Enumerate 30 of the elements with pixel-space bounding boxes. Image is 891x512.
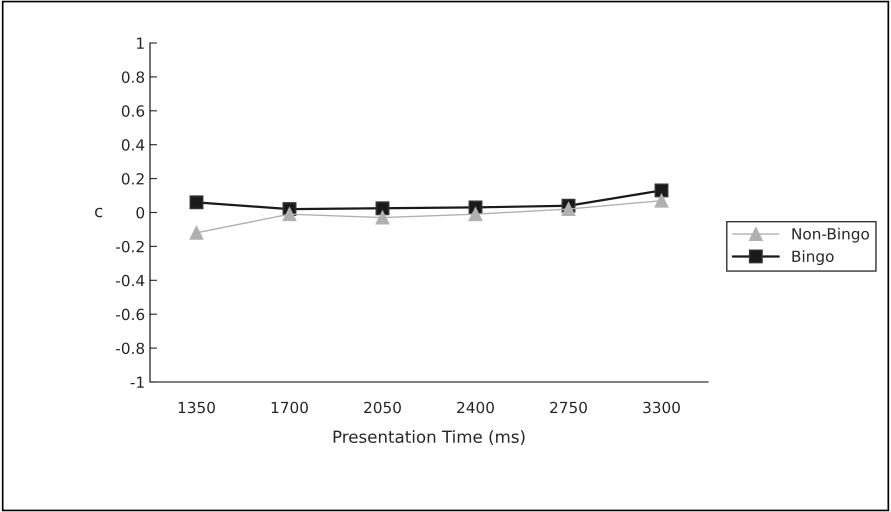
point — [376, 201, 390, 216]
y-tick-label: -0.8 — [116, 342, 144, 354]
x-tick-label: 2050 — [364, 402, 401, 414]
y-tick-label: 0.6 — [122, 105, 144, 117]
x-tick-label: 2750 — [550, 402, 587, 414]
point — [654, 194, 668, 208]
y-tick-label: -0.2 — [116, 240, 144, 252]
point — [562, 202, 576, 216]
legend-label: Bingo — [792, 250, 834, 266]
point — [654, 184, 668, 198]
point — [190, 195, 204, 210]
x-tick-label: 3300 — [643, 402, 680, 414]
x-tick-label: 1350 — [178, 402, 215, 414]
y-tick-label: 0.8 — [122, 71, 144, 83]
point — [468, 207, 482, 222]
point — [190, 226, 204, 240]
x-tick-label: 2400 — [457, 402, 494, 414]
point — [376, 210, 390, 225]
point — [282, 207, 296, 222]
x-axis-title: Presentation Time (ms) — [334, 430, 525, 445]
y-tick-label: 0.2 — [122, 173, 144, 185]
y-tick-label: 1 — [137, 38, 144, 49]
x-tick-label: 1700 — [272, 402, 308, 414]
y-tick-label: 0 — [136, 206, 144, 219]
legend-label: Non-Bingo — [792, 228, 869, 243]
y-tick-label: 0.4 — [122, 139, 144, 151]
y-tick-label: -0.4 — [116, 274, 144, 286]
y-axis-title: c — [95, 208, 102, 218]
y-tick-label: -0.6 — [116, 308, 144, 320]
y-tick-label: -1 — [130, 376, 144, 388]
